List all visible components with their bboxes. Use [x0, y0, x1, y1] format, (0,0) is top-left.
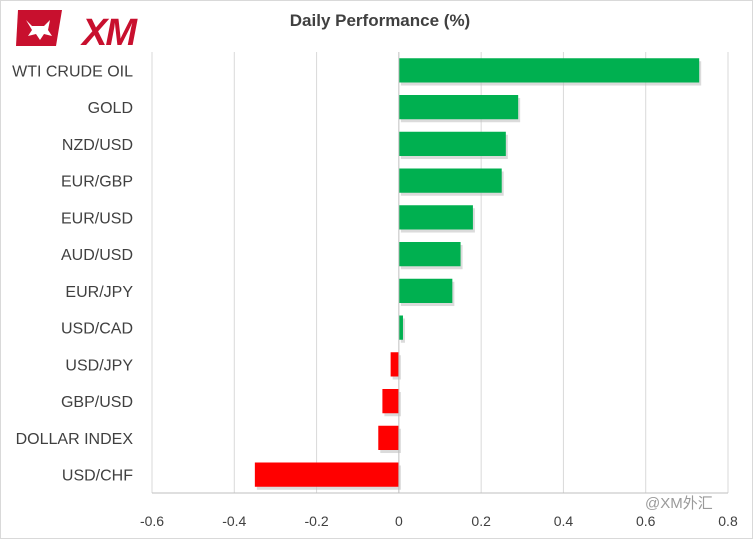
- chart-title: Daily Performance (%): [289, 11, 471, 30]
- x-tick-label-7: 0.8: [718, 513, 738, 529]
- bar-4: [398, 205, 473, 230]
- x-tick-label-0: -0.6: [140, 513, 164, 529]
- category-label-4: EUR/USD: [61, 210, 133, 227]
- x-tick-label-3: 0: [395, 513, 403, 529]
- bar-0: [398, 58, 700, 83]
- bar-8: [390, 352, 399, 377]
- category-label-3: EUR/GBP: [61, 174, 133, 191]
- x-tick-label-2: -0.2: [305, 513, 329, 529]
- category-label-0: WTI CRUDE OIL: [12, 63, 133, 80]
- xm-logo: XM: [16, 8, 156, 52]
- bar-7: [398, 315, 403, 340]
- category-label-9: GBP/USD: [61, 394, 133, 411]
- bar-5: [398, 241, 461, 267]
- watermark: @XM外汇: [645, 495, 713, 512]
- bar-3: [398, 168, 502, 193]
- x-tick-label-6: 0.6: [636, 513, 656, 529]
- category-label-2: NZD/USD: [62, 137, 133, 154]
- category-label-1: GOLD: [88, 100, 133, 117]
- category-label-8: USD/JPY: [65, 357, 133, 374]
- bull-emblem-icon: [16, 10, 62, 46]
- category-label-7: USD/CAD: [61, 321, 133, 338]
- x-tick-label-1: -0.4: [222, 513, 246, 529]
- category-label-11: USD/CHF: [62, 468, 133, 485]
- category-label-5: AUD/USD: [61, 247, 133, 264]
- bar-9: [382, 388, 399, 414]
- logo-text: XM: [82, 12, 137, 54]
- bar-6: [398, 278, 453, 304]
- x-tick-label-5: 0.4: [554, 513, 574, 529]
- bar-10: [378, 425, 399, 451]
- bar-2: [398, 131, 506, 157]
- bar-1: [398, 94, 519, 120]
- category-label-10: DOLLAR INDEX: [16, 431, 134, 448]
- x-tick-label-4: 0.2: [471, 513, 491, 529]
- category-label-6: EUR/JPY: [65, 284, 133, 301]
- bar-11: [254, 462, 399, 487]
